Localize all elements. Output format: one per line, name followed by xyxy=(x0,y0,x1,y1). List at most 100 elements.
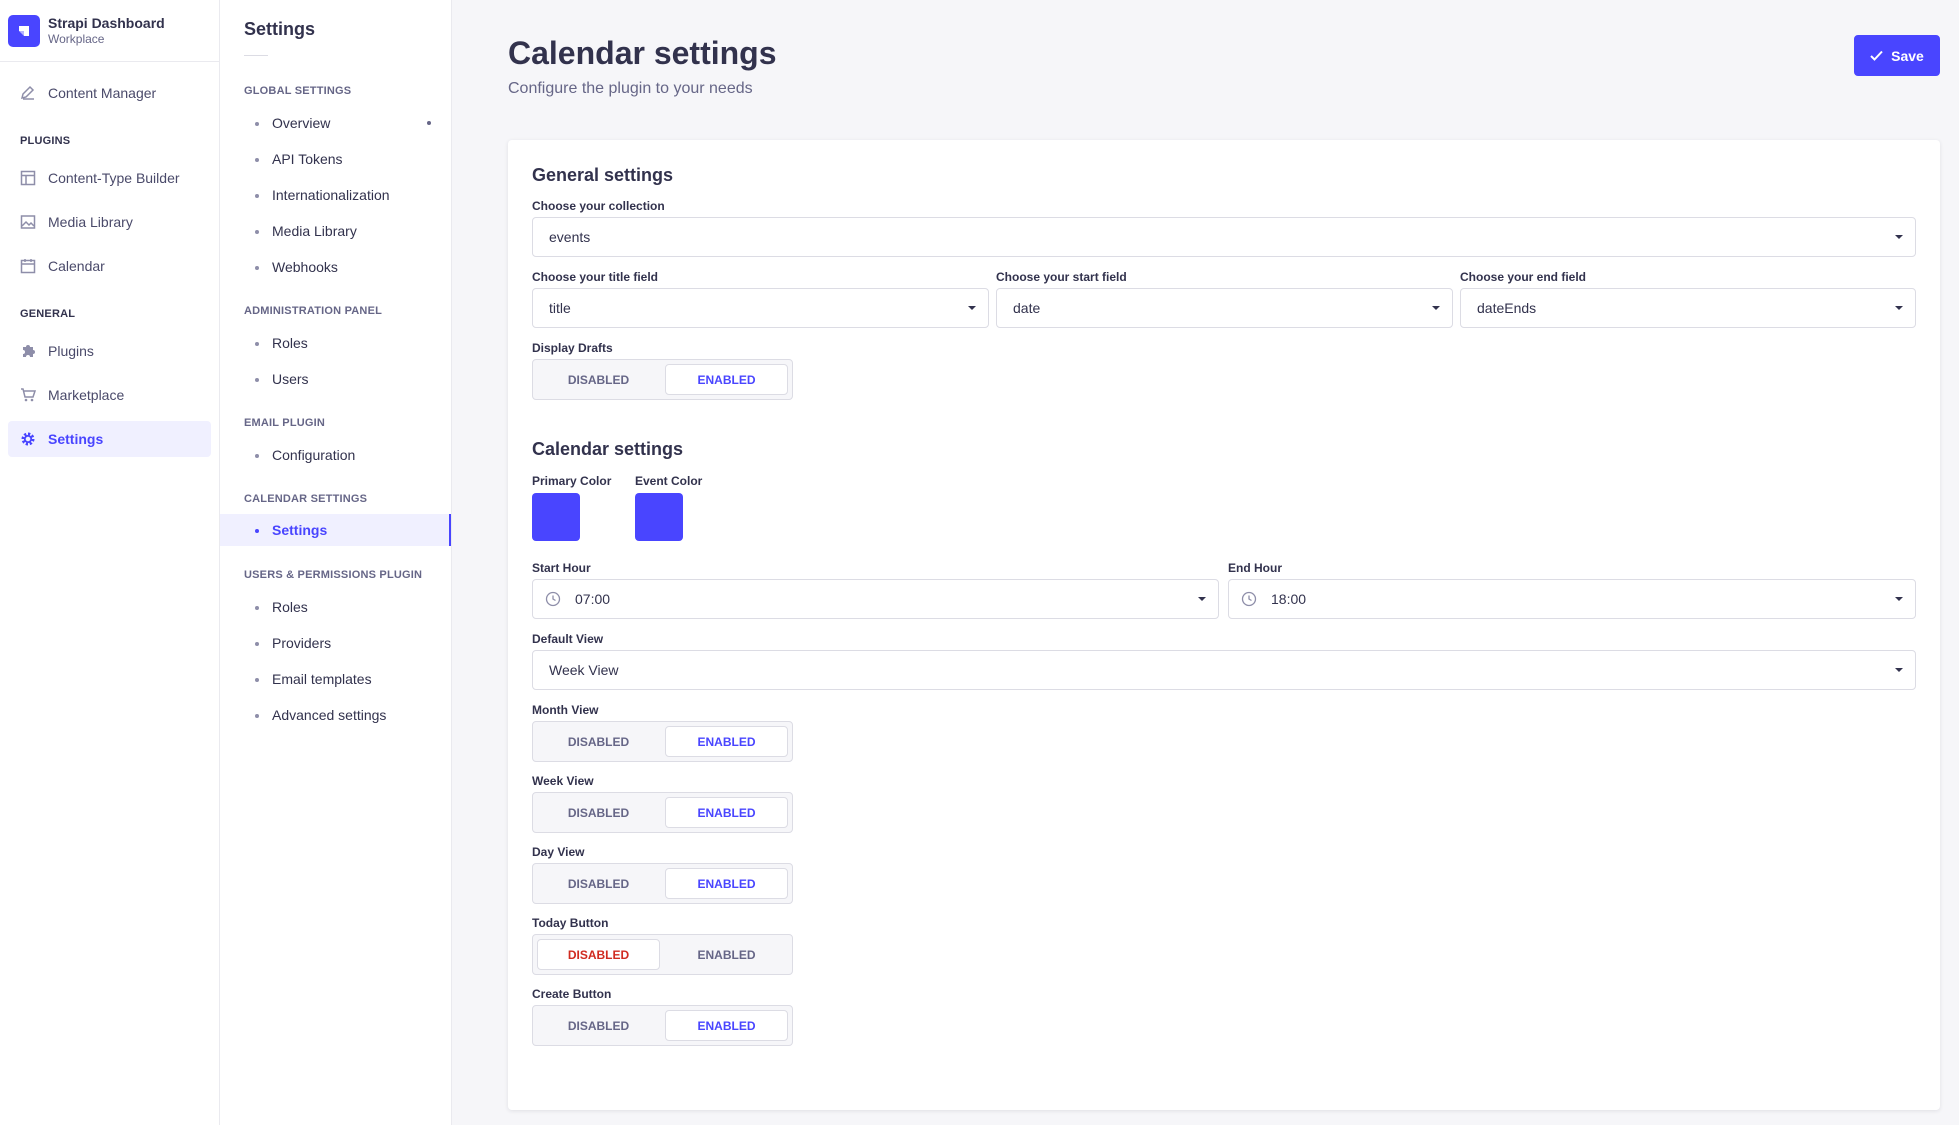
end-hour-value: 18:00 xyxy=(1271,591,1307,607)
nav-label: Settings xyxy=(48,431,104,447)
today-button-disabled-option[interactable]: DISABLED xyxy=(537,939,660,970)
create-button-enabled-option[interactable]: ENABLED xyxy=(665,1010,788,1041)
nav-marketplace[interactable]: Marketplace xyxy=(8,377,211,413)
create-button-disabled-option[interactable]: DISABLED xyxy=(567,1018,630,1033)
nav-section-plugins: PLUGINS xyxy=(20,135,71,147)
subnav-item-advanced-settings[interactable]: Advanced settings xyxy=(220,699,451,731)
event-color-picker[interactable] xyxy=(635,493,683,541)
subnav-item-label: Internationalization xyxy=(272,187,390,203)
nav-calendar[interactable]: Calendar xyxy=(8,248,211,284)
check-icon xyxy=(1870,50,1883,61)
subnav-item-label: Roles xyxy=(272,335,308,351)
subnav-item-overview[interactable]: Overview xyxy=(220,107,451,139)
caret-down-icon xyxy=(1432,306,1440,310)
subnav-item-calendar-settings[interactable]: Settings xyxy=(220,514,451,546)
nav-content-manager[interactable]: Content Manager xyxy=(8,75,211,111)
display-drafts-disabled-option[interactable]: DISABLED xyxy=(567,372,630,387)
create-button-toggle: DISABLED ENABLED xyxy=(532,1005,793,1046)
subnav-section-users-permissions: USERS & PERMISSIONS PLUGIN xyxy=(244,569,423,581)
subnav-item-label: Webhooks xyxy=(272,259,338,275)
subnav-item-providers[interactable]: Providers xyxy=(220,627,451,659)
month-view-disabled-option[interactable]: DISABLED xyxy=(567,734,630,749)
nav-plugins[interactable]: Plugins xyxy=(8,333,211,369)
clock-icon xyxy=(1241,591,1257,607)
month-view-enabled-option[interactable]: ENABLED xyxy=(665,726,788,757)
subnav-section-calendar: CALENDAR SETTINGS xyxy=(244,493,368,505)
nav-label: Plugins xyxy=(48,343,94,359)
subnav-item-admin-roles[interactable]: Roles xyxy=(220,327,451,359)
subnav-item-email-configuration[interactable]: Configuration xyxy=(220,439,451,471)
primary-color-label: Primary Color xyxy=(532,474,612,488)
week-view-toggle: DISABLED ENABLED xyxy=(532,792,793,833)
calendar-settings-heading: Calendar settings xyxy=(532,439,684,459)
subnav-item-label: Overview xyxy=(272,115,331,131)
subnav-item-email-templates[interactable]: Email templates xyxy=(220,663,451,695)
calendar-icon xyxy=(20,258,36,274)
caret-down-icon xyxy=(1895,668,1903,672)
subnav-item-up-roles[interactable]: Roles xyxy=(220,591,451,623)
display-drafts-toggle: DISABLED ENABLED xyxy=(532,359,793,400)
end-field-select[interactable]: dateEnds xyxy=(1460,288,1916,328)
nav-label: Calendar xyxy=(48,258,105,274)
end-field-label: Choose your end field xyxy=(1460,270,1587,284)
caret-down-icon xyxy=(968,306,976,310)
default-view-select[interactable]: Week View xyxy=(532,650,1916,690)
primary-color-picker[interactable] xyxy=(532,493,580,541)
today-button-toggle: DISABLED ENABLED xyxy=(532,934,793,975)
start-field-value: date xyxy=(1013,300,1041,316)
caret-down-icon xyxy=(1895,597,1903,601)
display-drafts-enabled-option[interactable]: ENABLED xyxy=(665,364,788,395)
caret-down-icon xyxy=(1895,235,1903,239)
nav-content-type-builder[interactable]: Content-Type Builder xyxy=(8,160,211,196)
brand-title: Strapi Dashboard xyxy=(48,14,165,31)
week-view-label: Week View xyxy=(532,774,594,788)
puzzle-icon xyxy=(20,343,36,359)
nav-settings[interactable]: Settings xyxy=(8,421,211,457)
subnav-item-label: Providers xyxy=(272,635,332,651)
start-field-select[interactable]: date xyxy=(996,288,1453,328)
general-settings-heading: General settings xyxy=(532,165,674,185)
month-view-label: Month View xyxy=(532,703,599,717)
gear-icon xyxy=(20,431,36,447)
subnav-item-label: Roles xyxy=(272,599,308,615)
week-view-disabled-option[interactable]: DISABLED xyxy=(567,805,630,820)
today-button-enabled-option[interactable]: ENABLED xyxy=(697,947,756,962)
subnav-item-label: Settings xyxy=(272,522,328,538)
page-subtitle: Configure the plugin to your needs xyxy=(508,80,753,97)
notification-dot-icon xyxy=(427,121,431,125)
subnav-item-label: Advanced settings xyxy=(272,707,387,723)
subnav-item-webhooks[interactable]: Webhooks xyxy=(220,251,451,283)
title-field-select[interactable]: title xyxy=(532,288,989,328)
subnav-item-label: Users xyxy=(272,371,309,387)
strapi-logo-icon xyxy=(8,14,40,47)
subnav-section-global: GLOBAL SETTINGS xyxy=(244,85,352,97)
week-view-enabled-option[interactable]: ENABLED xyxy=(665,797,788,828)
subnav-divider xyxy=(244,55,268,56)
subnav-section-email: EMAIL PLUGIN xyxy=(244,417,326,429)
brand-subtitle: Workplace xyxy=(48,31,105,46)
save-button[interactable]: Save xyxy=(1854,35,1940,76)
nav-media-library[interactable]: Media Library xyxy=(8,204,211,240)
subnav-section-admin: ADMINISTRATION PANEL xyxy=(244,305,383,317)
collection-label: Choose your collection xyxy=(532,199,665,213)
collection-select[interactable]: events xyxy=(532,217,1916,257)
collection-value: events xyxy=(549,229,591,245)
subnav-item-api-tokens[interactable]: API Tokens xyxy=(220,143,451,175)
day-view-disabled-option[interactable]: DISABLED xyxy=(567,876,630,891)
start-hour-label: Start Hour xyxy=(532,561,591,575)
subnav-item-label: Email templates xyxy=(272,671,372,687)
nav-label: Content-Type Builder xyxy=(48,170,180,186)
start-hour-select[interactable]: 07:00 xyxy=(532,579,1219,619)
subnav-item-internationalization[interactable]: Internationalization xyxy=(220,179,451,211)
page-title: Calendar settings xyxy=(508,35,777,71)
main-nav: Strapi Dashboard Workplace Content Manag… xyxy=(0,0,220,1125)
cart-icon xyxy=(20,387,36,403)
end-hour-select[interactable]: 18:00 xyxy=(1228,579,1916,619)
subnav-item-media-library[interactable]: Media Library xyxy=(220,215,451,247)
start-hour-value: 07:00 xyxy=(575,591,611,607)
subnav-item-label: Configuration xyxy=(272,447,356,463)
end-hour-label: End Hour xyxy=(1228,561,1282,575)
day-view-enabled-option[interactable]: ENABLED xyxy=(665,868,788,899)
brand[interactable]: Strapi Dashboard Workplace xyxy=(0,0,219,62)
subnav-item-admin-users[interactable]: Users xyxy=(220,363,451,395)
